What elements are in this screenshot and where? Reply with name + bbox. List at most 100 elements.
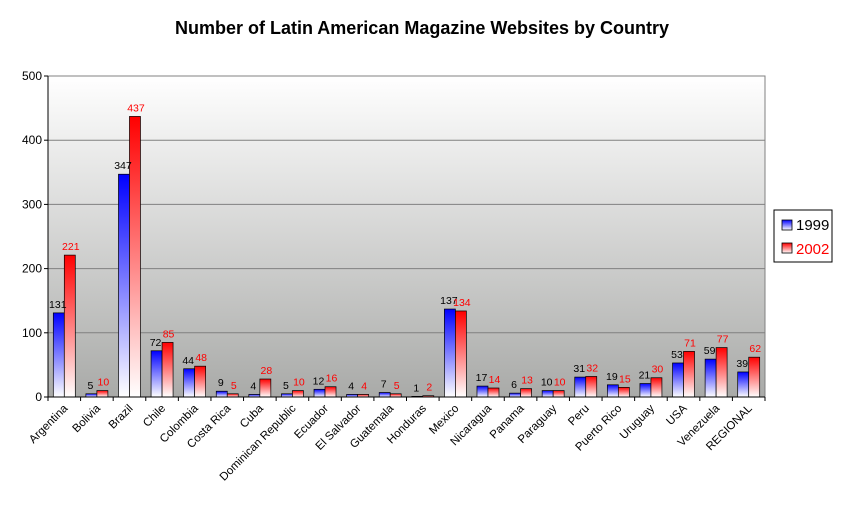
data-label-2002: 10: [554, 377, 566, 389]
data-label-1999: 7: [381, 379, 387, 391]
y-tick-label: 400: [22, 133, 42, 147]
x-tick-label: Brazil: [107, 403, 136, 432]
data-label-1999: 21: [639, 370, 651, 382]
bars: [52, 116, 761, 398]
data-label-2002: 134: [453, 297, 471, 309]
legend: 1999 2002: [773, 209, 833, 263]
data-label-2002: 32: [586, 362, 598, 374]
bar-2002: [748, 356, 761, 398]
bar-1999: [606, 384, 619, 398]
bar-2002: [129, 116, 141, 398]
legend-label-1999: 1999: [796, 217, 829, 234]
y-tick-label: 300: [22, 197, 42, 211]
bar-2002: [96, 390, 109, 398]
bar-1999: [737, 371, 750, 398]
data-label-1999: 4: [250, 380, 256, 392]
data-label-2002: 30: [652, 364, 664, 376]
data-label-1999: 5: [87, 380, 93, 392]
data-label-2002: 48: [195, 352, 207, 364]
x-tick-label: Argentina: [27, 402, 71, 446]
bar-1999: [639, 383, 652, 398]
data-label-1999: 347: [114, 160, 132, 172]
x-tick-label: Bolivia: [71, 402, 104, 435]
bar-1999: [541, 390, 554, 398]
bar-2002: [520, 388, 532, 398]
x-tick-label: Uruguay: [618, 402, 657, 441]
data-label-1999: 44: [182, 355, 194, 367]
bar-2002: [194, 365, 207, 398]
bar-2002: [617, 387, 630, 398]
x-axis: Argentina Bolivia Brazil ChileColombiaCosta…: [27, 396, 766, 483]
data-label-2002: 14: [489, 374, 501, 386]
bar-1999: [444, 308, 456, 398]
data-label-2002: 62: [749, 343, 761, 355]
data-label-1999: 53: [671, 349, 683, 361]
bar-1999: [313, 388, 326, 398]
bar-2002: [715, 347, 728, 398]
bar-2002: [585, 376, 598, 398]
data-label-2002: 221: [62, 241, 80, 253]
data-label-1999: 1: [413, 382, 419, 394]
data-label-2002: 77: [717, 334, 729, 346]
data-label-1999: 39: [736, 358, 748, 370]
legend-label-2002: 2002: [796, 241, 829, 258]
y-tick-label: 0: [35, 390, 42, 404]
data-label-2002: 2: [426, 382, 432, 394]
data-label-1999: 72: [150, 337, 162, 349]
bar-2002: [63, 254, 76, 398]
data-label-2002: 10: [293, 377, 305, 389]
bar-2002: [292, 390, 304, 398]
data-label-2002: 5: [231, 380, 237, 392]
x-tick-label: Peru: [566, 403, 592, 429]
bar-2002: [650, 377, 663, 398]
y-axis: 0 100 200 300 400 500: [22, 69, 49, 404]
y-tick-label: 100: [22, 326, 42, 340]
plot-area: [47, 75, 766, 398]
bar-2002: [683, 351, 695, 398]
data-label-2002: 13: [521, 375, 533, 387]
bar-1999: [672, 362, 684, 398]
x-tick-label: USA: [664, 402, 689, 427]
data-labels: 131 5 347 72 44 9 4 5 12 4 7 1 13 7 17 6 10 31 19 21 53 59 39 2…: [49, 102, 761, 394]
chart-title: Number of Latin American Magazine Websit…: [175, 18, 669, 38]
data-label-1999: 6: [511, 379, 517, 391]
data-label-2002: 15: [619, 373, 631, 385]
bar-1999: [509, 392, 521, 398]
bar-1999: [215, 390, 228, 398]
data-label-1999: 31: [573, 363, 585, 375]
y-tick-label: 500: [22, 69, 42, 83]
data-label-1999: 12: [313, 375, 325, 387]
legend-swatch-1999: [781, 219, 793, 231]
data-label-2002: 437: [127, 102, 145, 114]
bar-2002: [487, 387, 500, 398]
data-label-2002: 5: [394, 380, 400, 392]
bar-2002: [161, 342, 174, 398]
x-tick-label: Cuba: [238, 402, 266, 430]
data-label-1999: 9: [218, 377, 224, 389]
data-label-1999: 4: [348, 380, 354, 392]
data-label-1999: 17: [476, 372, 488, 384]
bar-1999: [52, 312, 65, 398]
data-label-2002: 16: [326, 373, 338, 385]
bar-1999: [574, 376, 587, 398]
bar-2002: [324, 386, 337, 398]
bar-1999: [378, 392, 391, 398]
gridlines: [48, 139, 765, 334]
bar-1999: [118, 173, 130, 398]
bar-2002: [552, 390, 565, 398]
data-label-1999: 10: [541, 377, 553, 389]
legend-swatch-2002: [781, 242, 793, 254]
data-label-2002: 71: [684, 337, 696, 349]
bar-1999: [476, 385, 489, 398]
data-label-1999: 131: [49, 299, 67, 311]
x-tick-label: Chile: [141, 403, 168, 430]
data-label-2002: 85: [163, 328, 175, 340]
bar-2002: [259, 378, 272, 398]
bar-2002: [455, 310, 467, 398]
bar-1999: [150, 350, 163, 398]
data-label-1999: 5: [283, 380, 289, 392]
bar-1999: [183, 368, 196, 398]
data-label-1999: 19: [606, 371, 618, 383]
data-label-1999: 59: [704, 345, 716, 357]
